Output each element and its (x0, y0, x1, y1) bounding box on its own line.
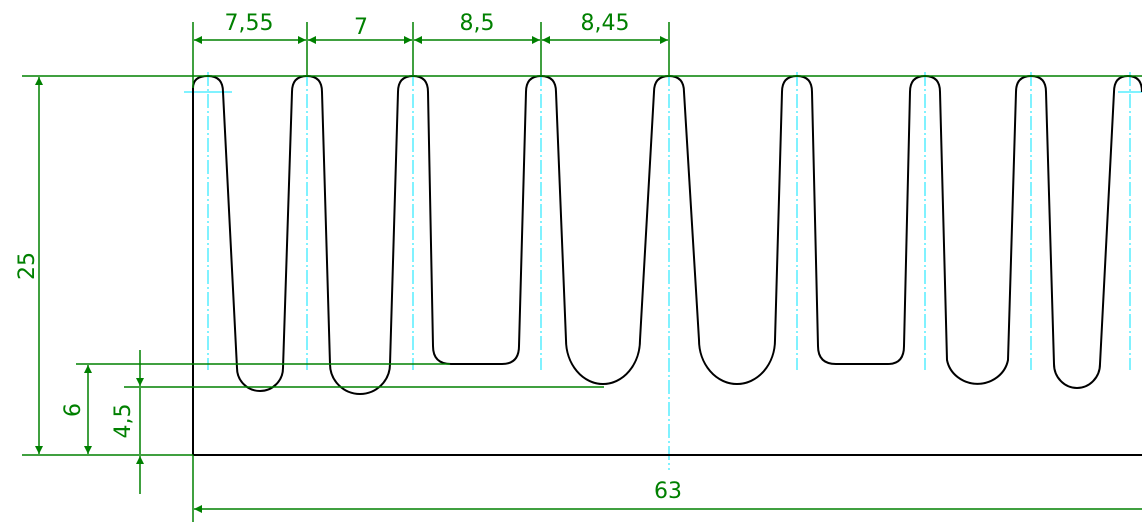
label-pitch-3: 8,5 (460, 11, 495, 36)
label-pitch-1: 7,55 (225, 11, 274, 36)
label-width-total: 63 (654, 479, 682, 504)
label-pitch-2: 7 (354, 15, 368, 40)
part-outline (192, 75, 1142, 456)
label-height-flat: 6 (61, 403, 86, 417)
fin-profile (192, 75, 1142, 395)
centerlines (184, 72, 1142, 470)
label-pitch-4: 8,45 (581, 11, 630, 36)
label-height-round: 4,5 (111, 404, 136, 439)
dimension-labels: 7,55 7 8,5 8,45 25 6 4,5 63 (15, 11, 682, 504)
label-height-total: 25 (15, 252, 40, 280)
dimension-lines (22, 22, 1142, 522)
